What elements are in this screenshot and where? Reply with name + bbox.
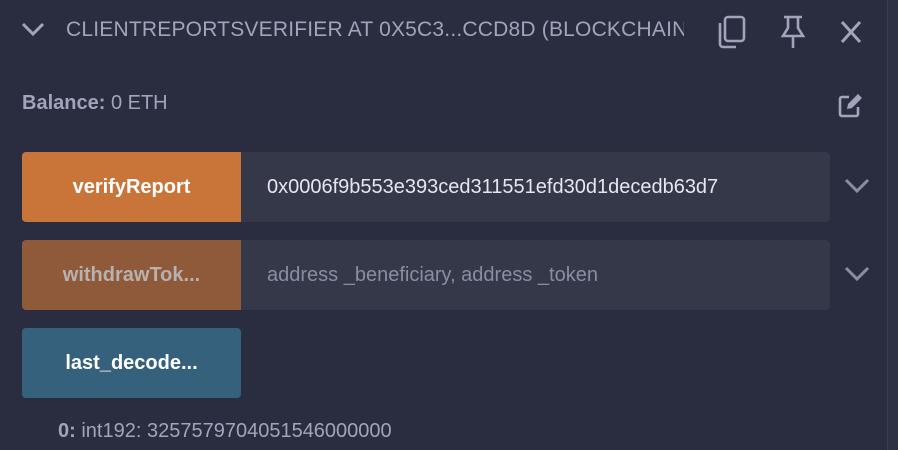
panel-scrollbar[interactable] <box>887 0 898 450</box>
contract-title[interactable]: CLIENTREPORTSVERIFIER AT 0X5C3...CCD8D (… <box>66 18 684 41</box>
withdraw-token-button[interactable]: withdrawTok... <box>22 240 241 310</box>
pin-icon[interactable] <box>778 14 808 55</box>
balance: Balance: 0 ETH <box>22 92 168 115</box>
output-value: int192: 3257579704051546000000 <box>81 420 392 442</box>
balance-value: 0 ETH <box>110 92 168 114</box>
withdraw-token-input[interactable] <box>241 240 830 310</box>
copy-icon[interactable] <box>716 14 748 55</box>
output-index: 0: <box>58 420 76 442</box>
chevron-down-icon[interactable] <box>843 264 871 289</box>
verify-report-input[interactable] <box>241 152 830 222</box>
last-decoded-button[interactable]: last_decode... <box>22 328 241 398</box>
verify-report-button[interactable]: verifyReport <box>22 152 241 222</box>
call-output: 0: int192: 3257579704051546000000 <box>58 420 392 443</box>
chevron-down-icon[interactable] <box>20 20 46 43</box>
close-icon[interactable] <box>838 20 864 49</box>
chevron-down-icon[interactable] <box>843 176 871 201</box>
edit-icon[interactable] <box>836 92 864 125</box>
balance-label: Balance: <box>22 92 106 114</box>
